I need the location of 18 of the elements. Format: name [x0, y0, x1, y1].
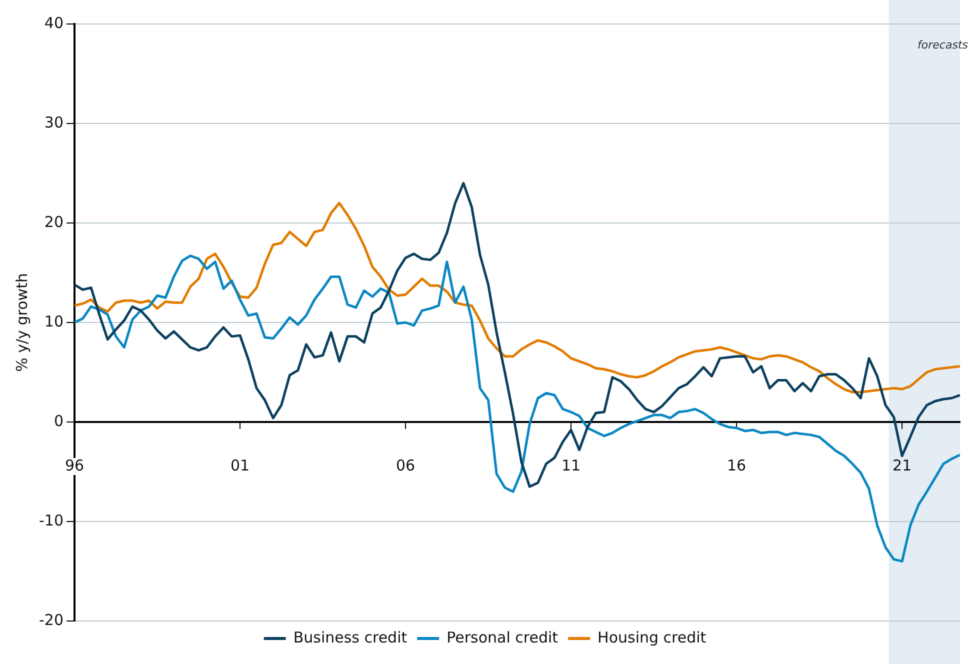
y-tick-label: 40 — [44, 14, 64, 32]
y-tick-label: 30 — [44, 113, 64, 132]
y-axis-title: % y/y growth — [12, 273, 31, 372]
legend-label: Personal credit — [446, 628, 558, 646]
x-tick-label: 16 — [727, 456, 746, 474]
x-tick-label: 01 — [230, 456, 250, 474]
y-tick-label: 0 — [54, 412, 64, 430]
y-tick-label: 20 — [44, 212, 64, 231]
y-tick-label: -10 — [39, 511, 64, 530]
band-label: forecasts — [918, 38, 968, 52]
y-tick-label: -20 — [39, 610, 64, 629]
legend-label: Business credit — [293, 628, 408, 646]
y-tick-label: 10 — [44, 312, 64, 330]
x-tick-label: 21 — [892, 456, 912, 474]
x-tick-label: 11 — [561, 456, 581, 474]
legend-label: Housing credit — [598, 628, 706, 646]
x-tick-label: 96 — [64, 456, 84, 474]
x-tick-label: 06 — [396, 456, 416, 474]
